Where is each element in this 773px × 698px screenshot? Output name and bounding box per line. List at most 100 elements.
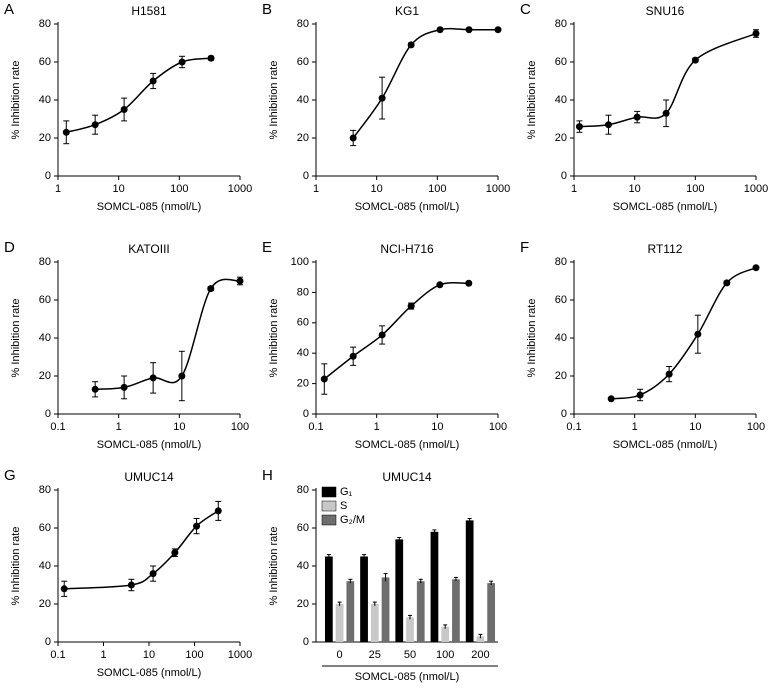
data-point <box>633 113 641 121</box>
y-tick-label: 60 <box>297 317 309 329</box>
bar <box>370 604 379 642</box>
x-axis-title: SOMCL-085 (nmol/L) <box>613 439 718 451</box>
data-point <box>149 374 157 382</box>
y-tick-label: 20 <box>297 132 309 144</box>
data-point <box>636 391 644 399</box>
y-tick-label: 60 <box>39 522 51 534</box>
panel-letter: F <box>520 239 529 256</box>
y-tick-label: 40 <box>297 347 309 359</box>
data-point <box>207 285 215 293</box>
legend-swatch <box>321 514 337 526</box>
data-point <box>178 58 186 66</box>
panel: G UMUC14 % Inhibition rate 0 20 40 60 80 0.1 1 10 1… <box>4 467 252 679</box>
x-tick-label: 100 <box>747 421 765 433</box>
y-tick-label: 80 <box>39 484 51 496</box>
legend-label: G₂/M <box>340 514 365 526</box>
data-point <box>171 549 179 557</box>
y-tick-label: 60 <box>555 56 567 68</box>
data-point <box>604 121 612 129</box>
y-tick-label: 0 <box>45 170 51 182</box>
y-tick-label: 0 <box>303 408 309 420</box>
legend-swatch <box>321 486 337 498</box>
y-tick-label: 40 <box>39 94 51 106</box>
x-tick-label: 100 <box>428 183 446 195</box>
data-point <box>407 41 415 49</box>
data-point <box>752 30 760 37</box>
data-point <box>178 372 186 380</box>
chart-title: KATOIII <box>128 242 170 256</box>
x-tick-label: 10 <box>371 183 383 195</box>
data-point <box>91 385 99 393</box>
bar <box>346 581 355 642</box>
data-point <box>665 370 673 378</box>
x-tick-label: 10 <box>689 421 701 433</box>
x-tick-label: 10 <box>173 421 185 433</box>
chart-title: RT112 <box>648 242 683 256</box>
x-tick-label: 50 <box>404 649 416 661</box>
data-point <box>236 277 244 285</box>
chart-title: NCI-H716 <box>380 242 434 256</box>
y-tick-label: 40 <box>39 560 51 572</box>
data-point <box>349 352 357 360</box>
data-point <box>691 56 699 64</box>
data-point <box>91 121 99 129</box>
data-point <box>465 26 473 34</box>
data-point <box>465 279 473 287</box>
chart-title: UMUC14 <box>382 470 432 484</box>
panel: A H1581 % Inhibition rate 0 20 40 60 80 1 10 100 10… <box>4 1 252 213</box>
x-tick-label: 1000 <box>228 649 252 661</box>
data-point <box>436 281 444 289</box>
data-point <box>378 94 386 102</box>
x-axis-title: SOMCL-085 (nmol/L) <box>355 671 460 683</box>
data-point <box>120 383 128 391</box>
data-point <box>120 106 128 113</box>
y-tick-label: 80 <box>555 256 567 268</box>
bar <box>465 520 474 642</box>
y-axis-title: % Inhibition rate <box>10 299 22 378</box>
data-point <box>207 54 215 62</box>
y-tick-label: 0 <box>303 636 309 648</box>
y-tick-label: 80 <box>297 286 309 298</box>
data-point <box>149 570 157 578</box>
y-axis-title: % Inhibition rate <box>268 61 280 140</box>
legend-label: S <box>340 500 347 512</box>
fit-curve <box>352 27 498 139</box>
y-tick-label: 20 <box>39 132 51 144</box>
fit-curve <box>64 510 219 590</box>
x-tick-label: 100 <box>686 183 704 195</box>
bar <box>487 583 496 642</box>
bar <box>476 636 485 642</box>
bar <box>406 617 414 642</box>
x-tick-label: 100 <box>170 183 188 195</box>
bar <box>452 579 460 642</box>
data-point <box>723 279 731 287</box>
y-tick-label: 40 <box>555 94 567 106</box>
x-tick-label: 25 <box>369 649 381 661</box>
y-axis-title: % Inhibition rate <box>268 527 280 606</box>
data-point <box>662 109 670 117</box>
y-tick-label: 40 <box>297 560 309 572</box>
panel-letter: G <box>4 467 16 484</box>
y-tick-label: 80 <box>297 484 309 496</box>
chart-title: H1581 <box>131 4 167 18</box>
y-axis-title: % Inhibition rate <box>526 299 538 378</box>
x-axis-title: SOMCL-085 (nmol/L) <box>97 201 202 213</box>
y-tick-label: 20 <box>297 598 309 610</box>
x-tick-label: 200 <box>471 649 489 661</box>
y-tick-label: 60 <box>39 56 51 68</box>
data-point <box>127 581 135 589</box>
x-tick-label: 100 <box>185 649 203 661</box>
data-point <box>193 522 201 530</box>
bar <box>324 556 333 642</box>
data-point <box>575 123 583 131</box>
y-axis-title: % Inhibition rate <box>10 527 22 606</box>
y-axis-title: % Inhibition rate <box>268 299 280 378</box>
y-axis-title: % Inhibition rate <box>10 61 22 140</box>
panel: E NCI-H716 % Inhibition rate 0 20 40 60 80 100 0.… <box>262 239 507 451</box>
y-tick-label: 0 <box>45 636 51 648</box>
data-point <box>607 395 615 403</box>
x-axis-title: SOMCL-085 (nmol/L) <box>613 201 718 213</box>
y-tick-label: 40 <box>39 332 51 344</box>
data-point <box>60 585 68 593</box>
x-tick-label: 0.1 <box>50 421 65 433</box>
